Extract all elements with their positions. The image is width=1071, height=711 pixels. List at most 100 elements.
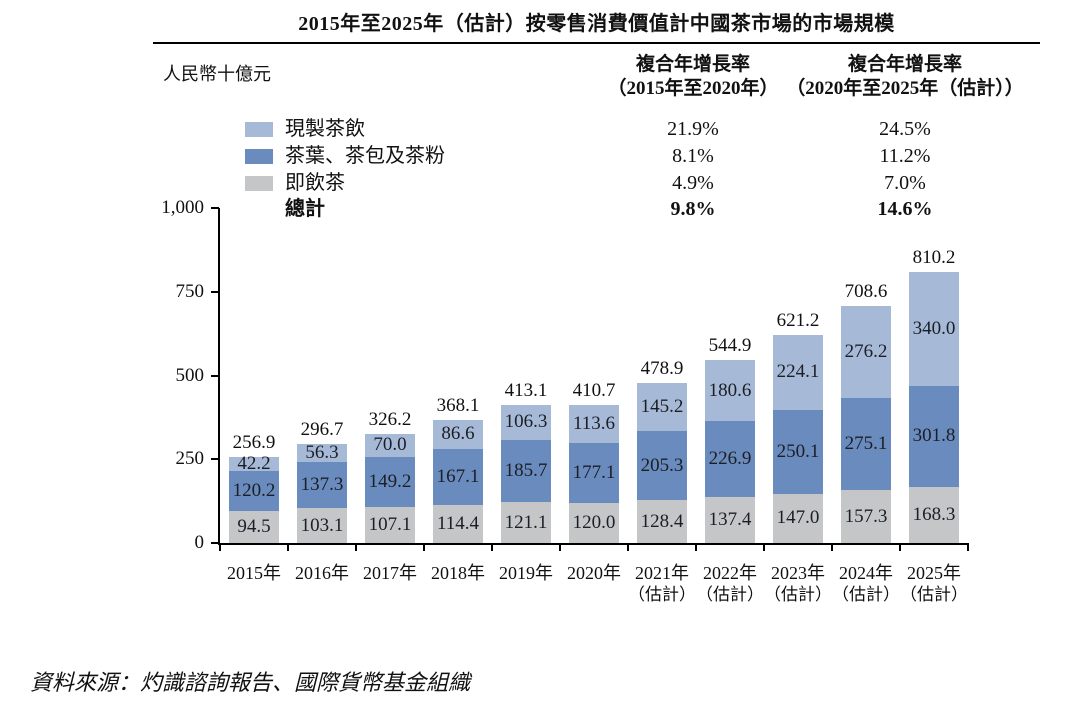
x-axis-label: 2021年 （估計） (628, 562, 696, 606)
bar-slot: 296.7 56.3 137.3 103.1 (288, 208, 356, 543)
segment-value-label: 137.3 (300, 474, 344, 496)
bar-segment-top: 145.2 (637, 382, 687, 432)
x-axis-year: 2018年 (431, 563, 485, 583)
bar-segment-middle: 205.3 (637, 431, 687, 500)
x-axis-year: 2023年 (771, 563, 825, 583)
bar-total-label: 326.2 (368, 408, 412, 430)
x-axis-year: 2021年 (635, 563, 689, 583)
bar-segment-top: 70.0 (365, 433, 415, 458)
segment-value-label: 340.0 (912, 317, 956, 339)
segment-value-label: 120.0 (572, 511, 616, 533)
bar-slot: 708.6 276.2 275.1 157.3 (832, 208, 900, 543)
y-axis-unit-label: 人民幣十億元 (163, 64, 271, 84)
y-axis-tick (211, 290, 219, 293)
segment-value-label: 106.3 (504, 411, 548, 433)
segment-value-label: 121.1 (504, 511, 548, 533)
cagr-column-2-header: 複合年增長率 （2020年至2025年（估計）） (786, 53, 1024, 101)
x-axis-tick (287, 543, 289, 551)
segment-value-label: 128.4 (640, 510, 684, 532)
bar-segment-bottom: 121.1 (501, 502, 551, 543)
legend-label-total: 總計 (285, 198, 325, 220)
bar-segment-top: 56.3 (297, 442, 347, 463)
x-axis-tick (763, 543, 765, 551)
cagr-value: 21.9% (667, 118, 719, 140)
y-axis-tick (211, 207, 219, 209)
bar-segment-top: 340.0 (909, 271, 959, 386)
x-axis-estimate-note: （估計） (628, 585, 696, 604)
x-axis-label: 2025年 （估計） (900, 562, 968, 606)
bar-segment-top: 86.6 (433, 419, 483, 449)
bar-segment-bottom: 137.4 (705, 496, 755, 543)
legend-row-freshly-made-tea: 現製茶飲 21.9% 24.5% (0, 117, 1071, 141)
bar-segment-bottom: 103.1 (297, 508, 347, 543)
y-axis-label: 750 (175, 280, 205, 302)
cagr-value-total: 14.6% (877, 198, 933, 220)
x-axis-label: 2017年 (356, 562, 424, 584)
bar-slot: 544.9 180.6 226.9 137.4 (696, 208, 764, 543)
cagr-column-2-title: 複合年增長率 (847, 54, 963, 75)
x-axis-year: 2015年 (227, 563, 281, 583)
bar-segment-middle: 149.2 (365, 457, 415, 508)
segment-value-label: 167.1 (436, 465, 480, 487)
bar-total-label: 368.1 (436, 394, 480, 416)
bar-slot: 326.2 70.0 149.2 107.1 (356, 208, 424, 543)
segment-value-label: 145.2 (640, 395, 684, 417)
bar-segment-top: 224.1 (773, 334, 823, 410)
bar-segment-bottom: 120.0 (569, 502, 619, 543)
segment-value-label: 224.1 (776, 361, 820, 383)
x-axis-tick (627, 543, 629, 551)
bar-slot: 810.2 340.0 301.8 168.3 (900, 208, 968, 543)
cagr-value: 7.0% (884, 172, 926, 194)
segment-value-label: 275.1 (844, 433, 888, 455)
bar-segment-top: 42.2 (229, 453, 279, 474)
x-axis-year: 2024年 (839, 563, 893, 583)
x-axis-label: 2023年 （估計） (764, 562, 832, 606)
segment-value-label: 276.2 (844, 340, 888, 362)
bar-segment-top: 113.6 (569, 405, 619, 444)
x-axis-year: 2022年 (703, 563, 757, 583)
segment-value-label: 177.1 (572, 462, 616, 484)
bar-segment-middle: 275.1 (841, 398, 891, 491)
segment-value-label: 250.1 (776, 440, 820, 462)
segment-value-label: 137.4 (708, 508, 752, 530)
legend-row-ready-to-drink-tea: 即飲茶 4.9% 7.0% (0, 171, 1071, 195)
segment-value-label: 226.9 (708, 447, 752, 469)
bar-total-label: 810.2 (912, 246, 956, 268)
bar-segment-middle: 177.1 (569, 443, 619, 503)
segment-value-label: 149.2 (368, 471, 412, 493)
x-axis-year: 2025年 (907, 563, 961, 583)
x-axis-estimate-note: （估計） (696, 585, 764, 604)
bar-total-label: 621.2 (776, 309, 820, 331)
y-axis-label: 0 (194, 532, 205, 553)
x-axis-label: 2015年 (220, 562, 288, 584)
x-axis-year: 2020年 (567, 563, 621, 583)
segment-value-label: 107.1 (368, 514, 412, 536)
x-axis-tick (831, 543, 833, 551)
x-axis-tick (899, 543, 901, 551)
bar-total-label: 296.7 (300, 418, 344, 440)
bar-segment-middle: 120.2 (229, 471, 279, 512)
x-axis-estimate-note: （估計） (900, 585, 968, 604)
segment-value-label: 113.6 (572, 413, 616, 435)
segment-value-label: 168.3 (912, 503, 956, 525)
bar-segment-middle: 167.1 (433, 448, 483, 505)
bar-slot: 410.7 113.6 177.1 120.0 (560, 208, 628, 543)
y-axis-label: 500 (175, 364, 205, 386)
source-note: 資料來源：灼識諮詢報告、國際貨幣基金組織 (30, 670, 471, 695)
bar-total-label: 478.9 (640, 357, 684, 379)
bar-total-label: 544.9 (708, 335, 752, 357)
bar-segment-bottom: 128.4 (637, 500, 687, 543)
legend-swatch-freshly-made-tea (245, 122, 273, 137)
segment-value-label: 103.1 (300, 514, 344, 536)
x-axis-tick (355, 543, 357, 551)
bar-segment-middle: 301.8 (909, 385, 959, 487)
x-axis-estimate-note: （估計） (764, 585, 832, 604)
bar-total-label: 413.1 (504, 379, 548, 401)
bar-segment-bottom: 147.0 (773, 493, 823, 543)
bar-slot: 478.9 145.2 205.3 128.4 (628, 208, 696, 543)
segment-value-label: 301.8 (912, 425, 956, 447)
segment-value-label: 94.5 (237, 516, 271, 538)
y-axis-tick (211, 458, 219, 461)
x-axis-tick (423, 543, 425, 551)
cagr-column-1-period: （2015年至2020年） (607, 78, 779, 99)
